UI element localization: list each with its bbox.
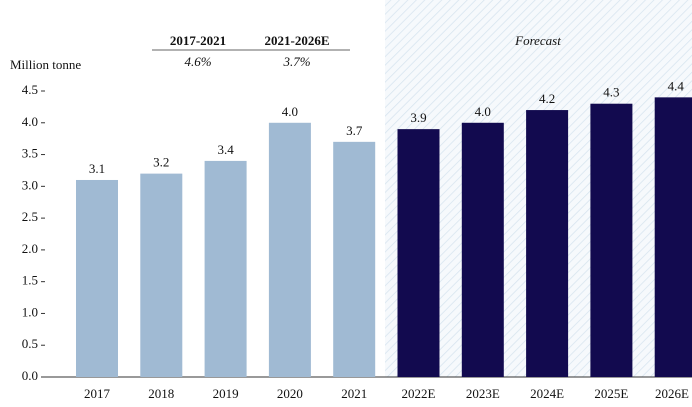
bar (76, 179, 118, 377)
x-tick-label: 2017 (84, 386, 111, 401)
x-tick-label: 2026E (655, 386, 689, 401)
x-tick-label: 2021 (341, 386, 367, 401)
y-tick-label: 4.5 (22, 82, 38, 97)
y-tick-label: 1.5 (22, 273, 38, 288)
cagr-value: 4.6% (184, 54, 211, 69)
y-tick-label: 2.0 (22, 241, 38, 256)
bar (268, 122, 311, 378)
value-label: 4.2 (539, 91, 555, 106)
value-label: 3.1 (89, 161, 105, 176)
bar (333, 141, 376, 377)
x-tick-label: 2019 (213, 386, 239, 401)
bar (140, 173, 183, 377)
cagr-value: 3.7% (282, 54, 310, 69)
bar (397, 129, 440, 377)
cagr-period: 2017-2021 (170, 33, 226, 48)
value-label: 3.7 (346, 123, 363, 138)
y-tick-label: 2.5 (22, 209, 38, 224)
value-label: 3.9 (410, 110, 426, 125)
value-label: 4.4 (668, 78, 685, 93)
bar (654, 97, 692, 377)
value-label: 4.3 (603, 85, 619, 100)
value-label: 3.2 (153, 155, 169, 170)
y-tick-label: 1.0 (22, 304, 38, 319)
x-tick-label: 2018 (148, 386, 174, 401)
cagr-period: 2021-2026E (265, 33, 330, 48)
bar (461, 122, 504, 378)
x-tick-label: 2020 (277, 386, 303, 401)
y-tick-label: 0.5 (22, 336, 38, 351)
y-tick-label: 3.0 (22, 177, 38, 192)
y-tick-label: 0.0 (22, 368, 38, 383)
x-tick-label: 2022E (402, 386, 436, 401)
y-tick-label: 3.5 (22, 146, 38, 161)
y-tick-label: 4.0 (22, 114, 38, 129)
x-tick-label: 2023E (466, 386, 500, 401)
bar (590, 103, 633, 377)
bar (204, 160, 247, 377)
bar (526, 110, 569, 378)
x-tick-label: 2024E (530, 386, 564, 401)
value-label: 4.0 (282, 104, 298, 119)
forecast-label: Forecast (514, 33, 561, 48)
value-label: 4.0 (475, 104, 491, 119)
y-axis-label: Million tonne (10, 57, 81, 72)
x-tick-label: 2025E (594, 386, 628, 401)
value-label: 3.4 (217, 142, 234, 157)
